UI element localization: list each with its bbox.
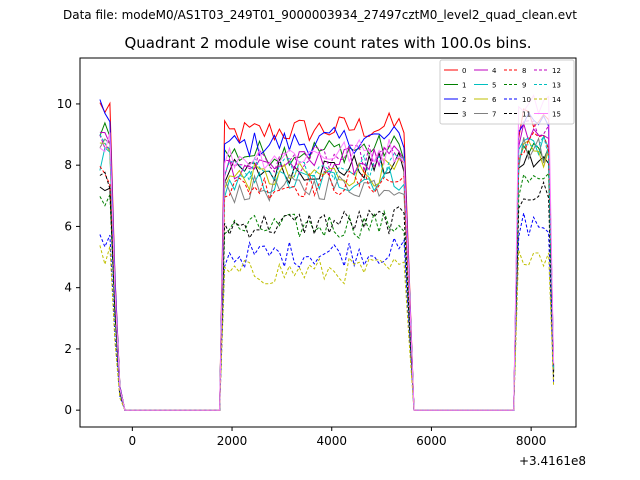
axes-frame xyxy=(79,57,577,428)
series-line-0 xyxy=(99,101,555,411)
legend-label: 1 xyxy=(462,82,466,90)
legend-label: 4 xyxy=(492,67,497,75)
x-offset-label: +3.4161e8 xyxy=(519,454,586,468)
y-tick-label: 4 xyxy=(64,281,72,295)
legend-label: 7 xyxy=(492,111,496,119)
legend-label: 3 xyxy=(462,111,466,119)
series-line-11 xyxy=(99,171,555,411)
series-line-4 xyxy=(99,123,555,411)
legend-label: 10 xyxy=(522,96,531,104)
legend-box xyxy=(439,59,575,125)
y-tick-label: 8 xyxy=(64,158,72,172)
legend-label: 14 xyxy=(552,96,561,104)
series-line-12 xyxy=(99,120,555,411)
plot-lines xyxy=(99,94,555,411)
y-axis: 0 2 4 6 8 10 xyxy=(57,97,80,417)
legend-label: 8 xyxy=(522,67,526,75)
x-axis: 0 2000 4000 6000 8000 xyxy=(129,427,547,448)
series-line-15 xyxy=(99,94,555,411)
series-line-1 xyxy=(99,121,555,411)
legend-label: 0 xyxy=(462,67,466,75)
legend-label: 9 xyxy=(522,82,526,90)
legend-label: 5 xyxy=(492,82,496,90)
y-tick-label: 10 xyxy=(57,97,72,111)
legend-label: 12 xyxy=(552,67,561,75)
series-line-10 xyxy=(99,212,555,411)
series-line-2 xyxy=(99,99,555,411)
x-tick-label: 6000 xyxy=(416,434,447,448)
data-file-title: Data file: modeM0/AS1T03_249T01_90000039… xyxy=(63,8,577,22)
series-line-14 xyxy=(99,245,555,411)
series-line-6 xyxy=(99,139,555,411)
chart-title: Quadrant 2 module wise count rates with … xyxy=(124,34,532,52)
legend-label: 15 xyxy=(552,111,561,119)
legend-label: 6 xyxy=(492,96,497,104)
series-line-7 xyxy=(99,137,555,411)
series-line-5 xyxy=(99,135,555,411)
series-line-13 xyxy=(99,134,555,411)
x-tick-label: 4000 xyxy=(316,434,347,448)
x-tick-label: 0 xyxy=(129,434,137,448)
x-tick-label: 8000 xyxy=(516,434,547,448)
y-tick-label: 2 xyxy=(64,342,72,356)
legend-label: 2 xyxy=(462,96,466,104)
series-line-9 xyxy=(99,172,555,411)
legend-label: 11 xyxy=(522,111,531,119)
y-tick-label: 0 xyxy=(64,403,72,417)
y-tick-label: 6 xyxy=(64,219,72,233)
series-line-8 xyxy=(99,131,555,411)
legend-label: 13 xyxy=(552,82,561,90)
x-tick-label: 2000 xyxy=(217,434,248,448)
